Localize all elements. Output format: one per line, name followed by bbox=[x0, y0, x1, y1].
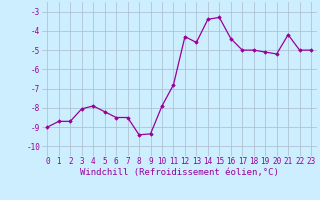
X-axis label: Windchill (Refroidissement éolien,°C): Windchill (Refroidissement éolien,°C) bbox=[80, 168, 279, 177]
